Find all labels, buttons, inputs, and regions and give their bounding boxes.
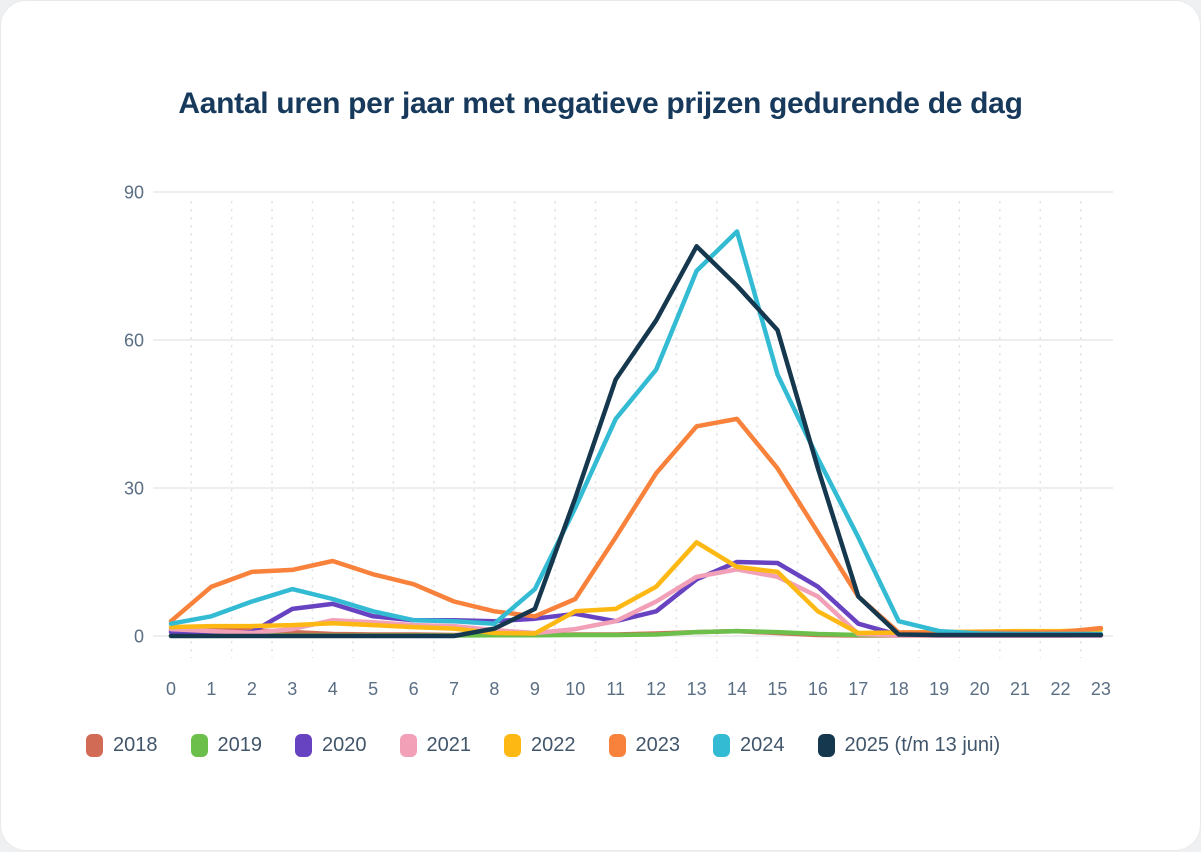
legend-swatch-icon xyxy=(399,734,417,757)
legend-swatch-icon xyxy=(295,734,312,757)
x-axis-tick-9: 9 xyxy=(530,679,540,699)
x-axis-tick-10: 10 xyxy=(565,679,585,699)
x-axis-tick-13: 13 xyxy=(687,679,707,699)
series-line-2025 xyxy=(168,244,1104,639)
x-axis-tick-19: 19 xyxy=(929,679,949,699)
legend-item-2020[interactable]: 2020 xyxy=(295,734,367,757)
legend-item-2022[interactable]: 2022 xyxy=(504,734,576,757)
series-line-2024 xyxy=(168,229,1104,637)
legend-label: 2020 xyxy=(322,734,367,756)
x-axis-tick-7: 7 xyxy=(449,679,459,699)
legend-item-2021[interactable]: 2021 xyxy=(399,734,472,757)
x-axis-tick-22: 22 xyxy=(1050,679,1070,699)
legend-label: 2025 (t/m 13 juni) xyxy=(844,734,1001,756)
chart-title: Aantal uren per jaar met negatieve prijz… xyxy=(178,87,1023,120)
y-axis-tick-90: 90 xyxy=(124,183,144,203)
legend-swatch-icon xyxy=(608,734,626,757)
legend-swatch-icon xyxy=(190,734,208,757)
x-axis-tick-17: 17 xyxy=(848,679,868,699)
x-axis-tick-16: 16 xyxy=(808,679,828,699)
x-axis-tick-8: 8 xyxy=(489,679,499,699)
x-axis-tick-18: 18 xyxy=(889,679,909,699)
legend-swatch-icon xyxy=(504,734,521,757)
x-axis-tick-4: 4 xyxy=(328,679,338,699)
x-axis-tick-0: 0 xyxy=(166,679,176,699)
x-axis-tick-1: 1 xyxy=(206,679,216,699)
y-axis-tick-30: 30 xyxy=(124,479,144,499)
x-axis-tick-21: 21 xyxy=(1010,679,1030,699)
legend-item-2025[interactable]: 2025 (t/m 13 juni) xyxy=(817,734,1001,757)
legend-item-2023[interactable]: 2023 xyxy=(608,734,681,757)
x-axis-tick-15: 15 xyxy=(767,679,787,699)
legend-swatch-icon xyxy=(86,734,103,757)
x-axis-tick-12: 12 xyxy=(646,679,666,699)
y-axis-tick-60: 60 xyxy=(124,331,144,351)
y-axis-tick-0: 0 xyxy=(134,627,144,647)
legend-label: 2022 xyxy=(531,734,576,756)
x-axis-tick-14: 14 xyxy=(727,679,747,699)
legend-swatch-icon xyxy=(713,734,730,757)
series-line-2022 xyxy=(168,540,1104,636)
x-axis-tick-3: 3 xyxy=(287,679,297,699)
legend-swatch-icon xyxy=(817,734,835,757)
chart-legend: 2018 2019 2020 2021 2022 2023 2024 2025 (t/m 13… xyxy=(86,734,1000,757)
x-axis-tick-20: 20 xyxy=(970,679,990,699)
legend-label: 2023 xyxy=(635,734,681,756)
x-axis-tick-11: 11 xyxy=(606,679,625,699)
legend-label: 2018 xyxy=(113,734,158,756)
x-axis-tick-5: 5 xyxy=(368,679,378,699)
legend-item-2024[interactable]: 2024 xyxy=(713,734,785,757)
legend-label: 2021 xyxy=(426,734,472,756)
legend-item-2018[interactable]: 2018 xyxy=(86,734,158,757)
legend-item-2019[interactable]: 2019 xyxy=(190,734,263,757)
x-axis-tick-6: 6 xyxy=(409,679,419,699)
x-axis-tick-23: 23 xyxy=(1091,679,1111,699)
x-axis-tick-2: 2 xyxy=(247,679,257,699)
legend-label: 2019 xyxy=(217,734,263,756)
legend-label: 2024 xyxy=(740,734,785,756)
